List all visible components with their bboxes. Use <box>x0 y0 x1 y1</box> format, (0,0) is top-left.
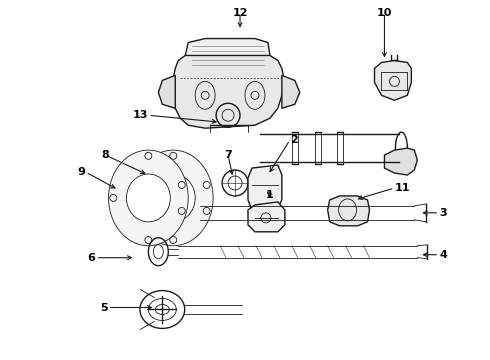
Polygon shape <box>385 148 417 175</box>
Text: 3: 3 <box>439 208 447 218</box>
Text: 1: 1 <box>266 190 274 200</box>
Polygon shape <box>172 55 285 128</box>
Text: 4: 4 <box>439 250 447 260</box>
Polygon shape <box>133 150 213 246</box>
Polygon shape <box>248 202 285 232</box>
Polygon shape <box>185 39 270 72</box>
Text: 8: 8 <box>101 150 109 160</box>
Text: 6: 6 <box>88 253 96 263</box>
Text: 13: 13 <box>133 110 148 120</box>
Polygon shape <box>282 75 300 108</box>
Text: 9: 9 <box>78 167 86 177</box>
Polygon shape <box>328 196 369 226</box>
Text: 7: 7 <box>224 150 232 160</box>
Text: 12: 12 <box>232 8 248 18</box>
Text: 5: 5 <box>100 302 107 312</box>
Polygon shape <box>109 150 188 246</box>
Polygon shape <box>374 60 412 100</box>
Text: 10: 10 <box>377 8 392 18</box>
Ellipse shape <box>151 174 195 222</box>
Ellipse shape <box>126 174 171 222</box>
Polygon shape <box>158 75 175 108</box>
Polygon shape <box>248 165 282 210</box>
Text: 11: 11 <box>394 183 410 193</box>
Text: 2: 2 <box>290 135 297 145</box>
